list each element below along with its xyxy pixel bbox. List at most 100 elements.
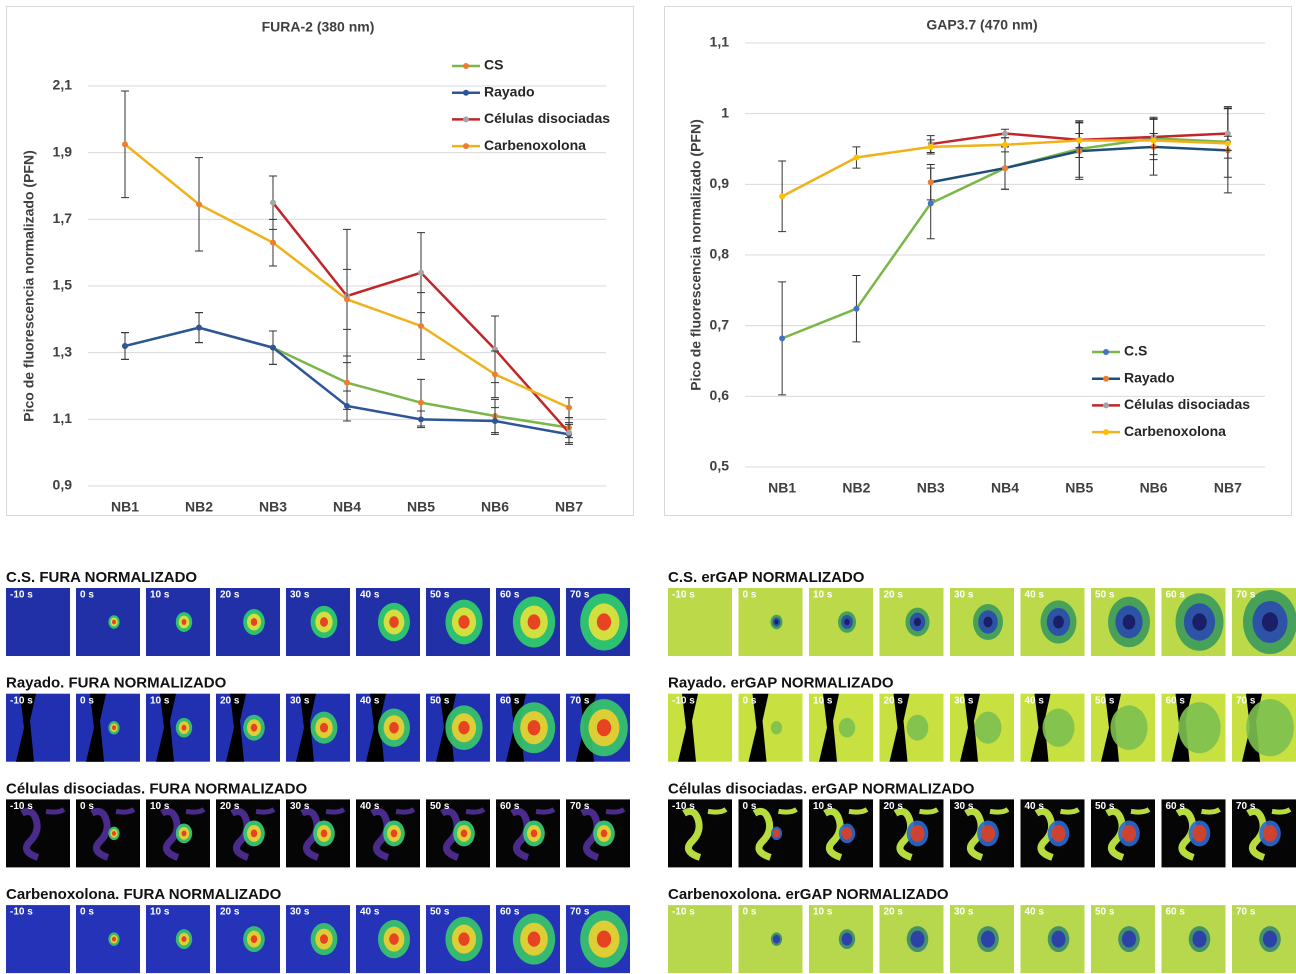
thumbnail-blob (320, 617, 328, 627)
thumbnail-blob (771, 721, 782, 734)
thumbnail: 70 s (566, 588, 630, 656)
frame-label: 40 s (1025, 695, 1045, 706)
thumbnail-blob (458, 932, 469, 945)
thumbnail: 70 s (566, 799, 630, 867)
cell-shape (46, 809, 64, 812)
thumbnail: 0 s (76, 694, 140, 762)
frame-label: 10 s (150, 590, 170, 601)
frame-label: 10 s (150, 695, 170, 706)
data-point (1225, 140, 1231, 146)
frame-label: 30 s (954, 907, 974, 918)
thumbnail: 10 s (146, 799, 210, 867)
frame-label: -10 s (10, 590, 33, 601)
cell-shape (849, 809, 867, 812)
data-point (779, 335, 785, 341)
x-tick-label: NB2 (842, 480, 870, 496)
frame-label: 70 s (1236, 801, 1256, 812)
data-point (492, 418, 498, 424)
y-tick-label: 0,7 (710, 316, 730, 332)
frame-label: 40 s (1025, 801, 1045, 812)
thumbnail: 0 s (76, 588, 140, 656)
thumbnail-blob (1178, 702, 1220, 753)
data-point (196, 325, 202, 331)
thumbnail: 40 s (1021, 694, 1085, 762)
y-tick-label: 1 (721, 104, 729, 120)
thumbnail-blob (984, 617, 993, 628)
thumbnail: -10 s (668, 905, 732, 973)
cell-shape (256, 809, 274, 812)
frame-label: 70 s (1236, 695, 1256, 706)
thumbnail-blob (528, 614, 541, 629)
cell-shape (708, 809, 726, 812)
thumbnail-blob (531, 830, 537, 838)
frame-label: 0 s (743, 695, 757, 706)
cell-shape (396, 809, 414, 812)
cell-shape (1272, 809, 1290, 812)
thumbnail: 50 s (1091, 588, 1155, 656)
frame-label: 0 s (743, 801, 757, 812)
frame-label: 70 s (570, 907, 590, 918)
thumbnail-blob (112, 620, 116, 625)
thumbnail-blob (182, 830, 187, 836)
frame-label: 50 s (430, 695, 450, 706)
data-point (122, 343, 128, 349)
thumbnail: 50 s (1091, 694, 1155, 762)
thumbnail-blob (1122, 931, 1136, 948)
thumbnail: 30 s (950, 905, 1014, 973)
x-tick-label: NB5 (1065, 480, 1093, 496)
thumbnail: 60 s (1162, 799, 1226, 867)
x-tick-label: NB1 (768, 480, 796, 496)
frame-label: 20 s (220, 590, 240, 601)
thumbnail: -10 s (6, 694, 70, 762)
cell-shape (326, 809, 344, 812)
frame-label: 70 s (1236, 907, 1256, 918)
thumbnail: 20 s (880, 588, 944, 656)
panel-title: C.S. erGAP NORMALIZADO (668, 569, 865, 586)
frame-label: 0 s (743, 907, 757, 918)
thumbnail-blob (1123, 614, 1136, 629)
y-tick-label: 1,9 (53, 143, 73, 159)
x-tick-label: NB3 (259, 499, 287, 515)
y-tick-label: 0,9 (53, 477, 73, 493)
thumbnail: 40 s (1021, 799, 1085, 867)
thumbnail-blob (112, 831, 116, 836)
frame-label: 50 s (1095, 907, 1115, 918)
frame-label: 40 s (360, 590, 380, 601)
frame-label: 10 s (813, 907, 833, 918)
thumbnail: 10 s (146, 905, 210, 973)
thumbnail-blob (1051, 825, 1065, 842)
thumbnail: 0 s (739, 588, 803, 656)
thumbnail-blob (981, 931, 995, 948)
thumbnail: 70 s (1232, 799, 1296, 867)
frame-label: -10 s (10, 695, 33, 706)
x-tick-label: NB6 (481, 499, 509, 515)
data-point (1151, 138, 1157, 144)
frame-label: 10 s (813, 590, 833, 601)
data-point (270, 345, 276, 351)
data-point (928, 179, 934, 185)
x-tick-label: NB4 (991, 480, 1019, 496)
thumbnail-blob (1263, 825, 1277, 842)
data-point (418, 323, 424, 329)
thumbnail-blob (112, 725, 116, 730)
thumbnail: 20 s (880, 905, 944, 973)
thumbnail-blob (251, 618, 257, 626)
y-tick-label: 0,6 (710, 387, 730, 403)
thumbnail: 60 s (1162, 588, 1226, 656)
frame-label: 60 s (500, 801, 520, 812)
y-tick-label: 0,8 (710, 246, 730, 262)
x-tick-label: NB2 (185, 499, 213, 515)
frame-label: 70 s (570, 695, 590, 706)
cell-shape (920, 809, 938, 812)
thumbnail-blob (844, 619, 849, 625)
thumbnail-blob (1110, 705, 1147, 750)
thumbnail: -10 s (6, 905, 70, 973)
thumbnail: 60 s (1162, 694, 1226, 762)
frame-label: 70 s (570, 801, 590, 812)
panel-title: C.S. FURA NORMALIZADO (6, 569, 197, 586)
chart-title: GAP3.7 (470 nm) (926, 17, 1037, 33)
thumbnail-blob (321, 830, 327, 838)
frame-label: 30 s (290, 907, 310, 918)
data-point (418, 270, 424, 276)
thumbnail-blob (910, 825, 924, 842)
